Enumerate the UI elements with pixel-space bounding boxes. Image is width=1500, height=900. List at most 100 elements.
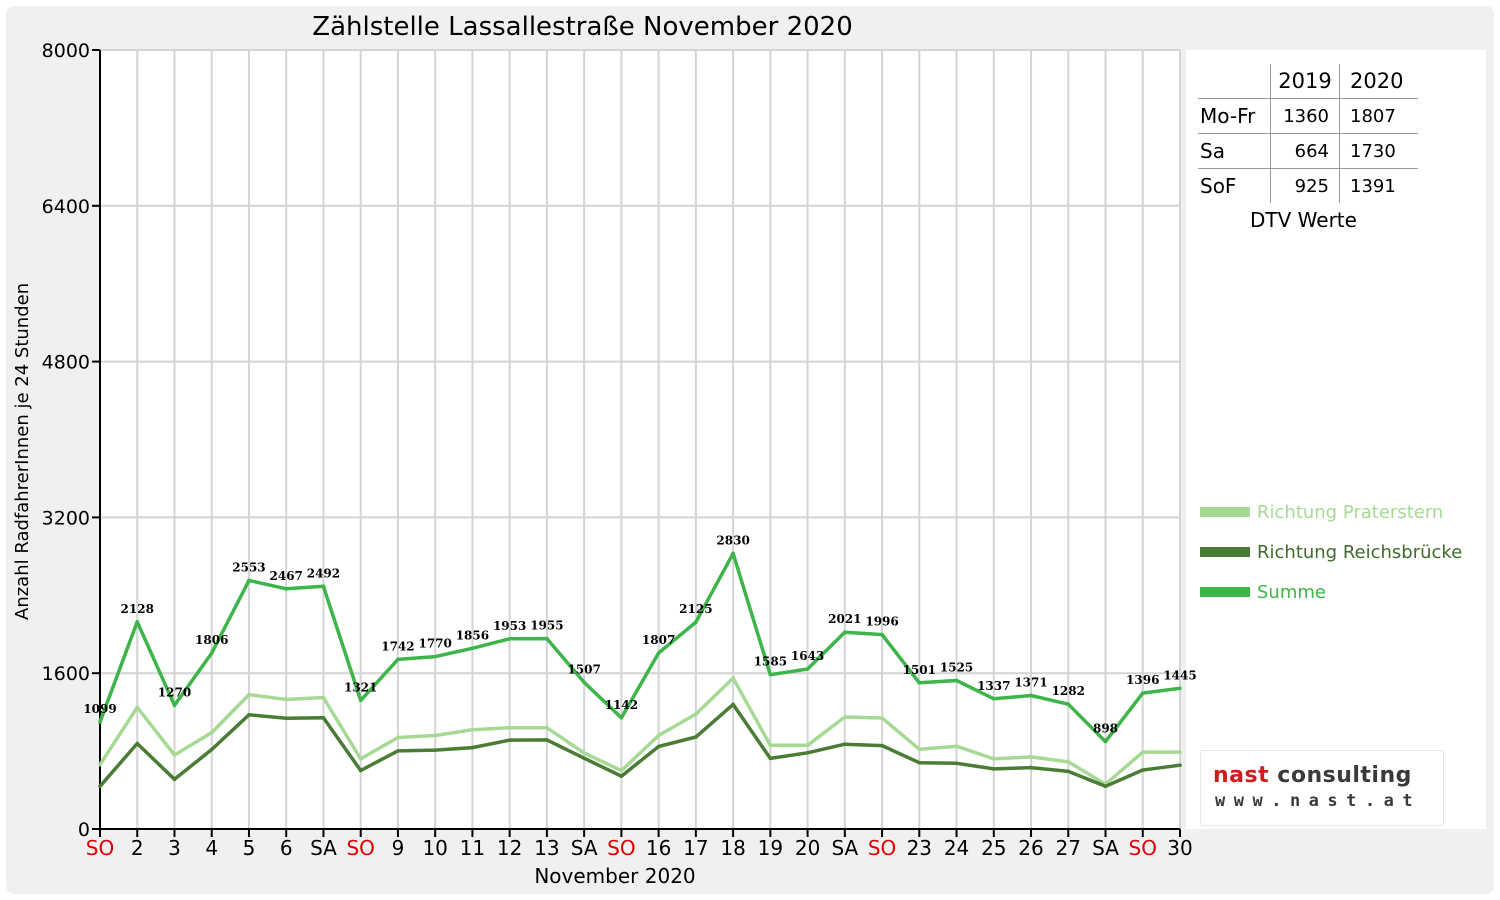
y-tick-label: 1600 bbox=[42, 663, 90, 685]
data-point bbox=[1178, 763, 1182, 768]
data-point bbox=[284, 586, 289, 591]
data-label: 1396 bbox=[1126, 673, 1159, 687]
data-point bbox=[470, 745, 475, 750]
data-label: 1742 bbox=[381, 639, 414, 653]
logo-url: www.nast.at bbox=[1215, 791, 1422, 811]
legend-swatch bbox=[1200, 547, 1250, 557]
x-tick-label: 2 bbox=[131, 836, 144, 860]
data-point bbox=[172, 753, 177, 757]
x-tick-label: 10 bbox=[422, 836, 447, 860]
data-point bbox=[284, 697, 289, 702]
x-tick-label: 5 bbox=[243, 836, 256, 860]
y-tick-label: 3200 bbox=[42, 507, 90, 529]
x-tick-label: 23 bbox=[907, 836, 932, 860]
y-tick-label: 8000 bbox=[42, 40, 90, 62]
data-point bbox=[694, 735, 698, 739]
x-axis-label: November 2020 bbox=[534, 864, 696, 888]
data-label: 1501 bbox=[903, 663, 936, 677]
data-point bbox=[172, 703, 177, 708]
x-tick-label: 24 bbox=[944, 836, 969, 860]
dtv-row-label: Sa bbox=[1198, 133, 1271, 169]
x-tick-label: 17 bbox=[683, 836, 708, 860]
data-label: 1955 bbox=[530, 619, 563, 633]
data-point bbox=[880, 743, 884, 748]
data-point bbox=[917, 681, 922, 685]
x-tick-label: SO bbox=[607, 836, 635, 860]
data-label: 1371 bbox=[1014, 675, 1047, 689]
data-point bbox=[1140, 768, 1145, 772]
data-point bbox=[1140, 691, 1145, 695]
x-tick-label: SO bbox=[1129, 836, 1157, 860]
data-point bbox=[954, 761, 959, 766]
data-point bbox=[991, 757, 996, 761]
chart-title: Zählstelle Lassallestraße November 2020 bbox=[312, 12, 853, 42]
y-tick-label: 0 bbox=[78, 819, 90, 841]
x-tick-label: 12 bbox=[497, 836, 522, 860]
dtv-value-2020: 1807 bbox=[1339, 98, 1418, 134]
x-tick-label: 26 bbox=[1018, 836, 1043, 860]
data-point bbox=[954, 744, 959, 749]
data-point bbox=[656, 744, 661, 749]
x-tick-label: 11 bbox=[460, 836, 485, 860]
x-tick-label: 20 bbox=[795, 836, 820, 860]
company-logo: nast consulting www.nast.at bbox=[1200, 750, 1444, 826]
data-label: 1142 bbox=[605, 698, 638, 712]
data-point bbox=[135, 705, 140, 710]
x-tick-label: 4 bbox=[205, 836, 218, 860]
data-point bbox=[321, 715, 326, 720]
data-point bbox=[358, 768, 363, 773]
dtv-row-label: SoF bbox=[1198, 168, 1271, 203]
data-label: 1807 bbox=[642, 633, 675, 647]
data-point bbox=[209, 747, 214, 752]
data-point bbox=[470, 646, 475, 651]
data-point bbox=[731, 702, 735, 707]
dtv-header-2019: 2019 bbox=[1270, 64, 1340, 99]
data-point bbox=[396, 749, 400, 753]
data-point bbox=[1178, 750, 1182, 754]
data-point bbox=[1066, 769, 1071, 774]
dtv-header-empty bbox=[1198, 64, 1271, 99]
data-point bbox=[358, 698, 363, 703]
dtv-value-2019: 664 bbox=[1270, 133, 1340, 169]
x-tick-label: 3 bbox=[168, 836, 181, 860]
data-point bbox=[582, 751, 586, 755]
data-point bbox=[619, 715, 624, 720]
data-point bbox=[209, 651, 214, 655]
data-point bbox=[135, 741, 140, 746]
data-point bbox=[843, 742, 847, 746]
data-point bbox=[880, 632, 884, 637]
data-label: 1321 bbox=[344, 680, 377, 694]
data-point bbox=[731, 551, 735, 556]
dtv-header-2020: 2020 bbox=[1339, 64, 1418, 99]
data-point bbox=[247, 578, 251, 583]
series-line-1 bbox=[98, 676, 1180, 786]
data-point bbox=[656, 651, 661, 655]
data-point bbox=[545, 725, 549, 730]
data-point bbox=[1066, 702, 1071, 706]
data-point bbox=[1178, 686, 1182, 691]
legend-label: Richtung Reichsbrücke bbox=[1257, 541, 1463, 563]
data-point bbox=[433, 654, 437, 659]
data-point bbox=[768, 672, 773, 677]
data-point bbox=[247, 692, 251, 697]
data-label: 1282 bbox=[1052, 684, 1085, 698]
legend-label: Richtung Praterstern bbox=[1257, 501, 1444, 523]
data-label: 2021 bbox=[828, 612, 861, 626]
x-tick-label: 16 bbox=[646, 836, 671, 860]
dtv-table: 2019 2020 Mo-Fr 1360 1807 Sa 664 1730 So… bbox=[1198, 64, 1418, 203]
data-point bbox=[991, 767, 996, 771]
data-point bbox=[768, 756, 773, 761]
legend-swatch bbox=[1200, 587, 1250, 597]
data-label: 1337 bbox=[977, 679, 1010, 693]
data-point bbox=[396, 657, 400, 662]
chart-legend: Richtung Praterstern Richtung Reichsbrüc… bbox=[1200, 492, 1462, 612]
x-tick-label: SO bbox=[346, 836, 374, 860]
data-point bbox=[284, 716, 289, 721]
data-point bbox=[433, 748, 437, 752]
y-tick-label: 4800 bbox=[42, 352, 90, 374]
data-point bbox=[358, 757, 363, 761]
logo-part-consulting: consulting bbox=[1269, 763, 1412, 788]
x-tick-label: SO bbox=[86, 836, 114, 860]
data-point bbox=[619, 774, 624, 779]
data-label: 2128 bbox=[121, 602, 154, 616]
